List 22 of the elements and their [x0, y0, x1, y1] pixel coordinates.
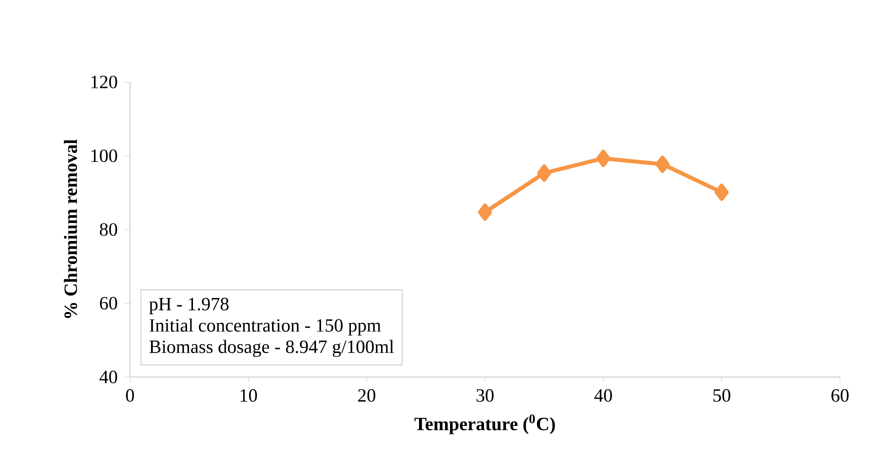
x-tick-label: 40 [594, 389, 612, 402]
x-tick-label: 0 [126, 389, 134, 402]
x-tick-label: 60 [831, 389, 849, 402]
y-tick-label: 120 [91, 76, 118, 88]
annotation: pH - 1.978 [149, 298, 229, 314]
y-tick-label: 60 [100, 296, 118, 310]
point [478, 203, 492, 221]
y-tick-label: 80 [100, 223, 118, 236]
x-tick-label: 30 [476, 389, 494, 402]
x-tick-label: 10 [240, 389, 257, 402]
y-tick-label: 100 [91, 149, 118, 162]
y-tick-label: 40 [100, 370, 118, 384]
y-axis-title: % Chromium removal [64, 139, 78, 318]
x-tick-label: 20 [358, 389, 376, 402]
annotation: Biomass dosage - 8.947 g/100ml [149, 340, 394, 357]
point [714, 184, 729, 201]
point [596, 150, 610, 167]
x-axis-title: Temperature ($^{0}$C) [414, 414, 555, 434]
annotation: Initial concentration - 150 ppm [150, 318, 381, 336]
point [655, 156, 670, 173]
point [537, 164, 552, 182]
x-tick-label: 50 [713, 389, 730, 402]
